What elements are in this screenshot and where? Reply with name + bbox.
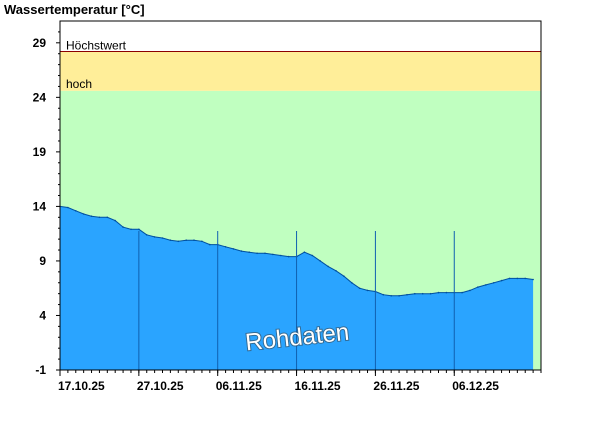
data-point <box>335 270 337 272</box>
y-tick-label: 14 <box>33 199 47 213</box>
data-point <box>390 295 393 297</box>
data-point <box>508 277 511 280</box>
data-point <box>524 277 526 280</box>
data-point <box>224 246 227 248</box>
data-point <box>421 292 424 295</box>
data-point <box>272 253 274 256</box>
x-tick-label: 17.10.25 <box>58 379 105 393</box>
data-point <box>98 216 101 219</box>
data-point <box>382 293 385 296</box>
data-point <box>169 239 172 241</box>
y-tick-label: 19 <box>33 145 47 159</box>
data-point <box>516 277 519 280</box>
data-point <box>122 226 124 228</box>
data-point <box>303 251 306 253</box>
y-tick-label: 24 <box>33 90 47 104</box>
data-point <box>106 216 109 219</box>
data-point <box>406 293 408 296</box>
data-point <box>145 234 148 236</box>
data-point <box>492 282 495 284</box>
threshold-label-1: Höchstwert <box>66 39 127 53</box>
data-point <box>358 287 361 290</box>
y-tick-label: 29 <box>33 36 47 50</box>
data-point <box>82 213 85 215</box>
y-tick-label: 9 <box>39 254 46 268</box>
band-0 <box>60 51 541 91</box>
data-point <box>193 239 195 241</box>
y-tick-label: 4 <box>39 308 46 322</box>
data-point <box>280 254 282 257</box>
x-tick-label: 06.12.25 <box>452 379 499 393</box>
chart-title: Wassertemperatur [°C] <box>4 2 145 17</box>
data-point <box>445 291 448 294</box>
data-point <box>90 215 93 217</box>
data-point <box>469 289 471 292</box>
data-point <box>209 243 211 246</box>
data-point <box>429 292 432 295</box>
data-point <box>130 228 132 231</box>
data-point <box>327 265 329 268</box>
data-point <box>461 291 463 294</box>
data-point <box>437 291 440 294</box>
data-point <box>177 240 180 243</box>
data-point <box>500 279 503 282</box>
data-point <box>256 252 258 255</box>
data-point <box>75 210 77 212</box>
data-point <box>232 248 235 250</box>
x-axis: 17.10.25 27.10.25 06.11.25 16.11.25 26.11.25… <box>58 370 542 393</box>
x-tick-label: 27.10.25 <box>137 379 184 393</box>
x-tick-label: 16.11.25 <box>295 379 341 393</box>
data-point <box>138 228 140 231</box>
data-point <box>311 254 314 257</box>
data-point <box>153 236 156 238</box>
data-point <box>366 289 369 292</box>
y-tick-label: -1 <box>35 363 46 377</box>
data-point <box>485 284 487 286</box>
data-point <box>287 255 290 258</box>
x-tick-label: 06.11.25 <box>216 379 262 393</box>
data-point <box>161 237 164 239</box>
data-point <box>67 206 69 209</box>
band-label-0: hoch <box>66 77 92 91</box>
data-point <box>201 240 203 243</box>
data-point <box>532 278 534 281</box>
data-point <box>414 292 416 295</box>
data-point <box>185 239 187 241</box>
data-point <box>264 252 266 255</box>
data-point <box>240 250 243 252</box>
y-axis: -1 4 9 14 19 24 29 <box>33 31 60 377</box>
x-tick-label: 26.11.25 <box>373 379 419 393</box>
data-point <box>248 251 250 253</box>
date-gridlines <box>138 231 455 370</box>
data-point <box>343 275 345 278</box>
data-point <box>477 286 479 288</box>
data-point <box>398 295 400 297</box>
data-point <box>319 260 322 262</box>
data-point <box>351 282 353 284</box>
data-point <box>114 219 116 222</box>
